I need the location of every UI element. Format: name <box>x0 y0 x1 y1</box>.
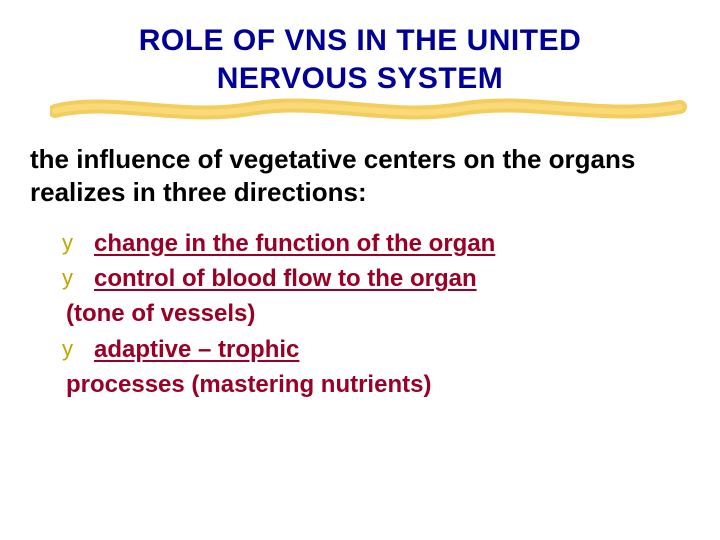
bullet-continuation: (tone of vessels) <box>66 298 690 330</box>
list-item: y change in the function of the organ <box>62 228 690 260</box>
bullet-marker-icon: y <box>62 228 84 258</box>
slide: ROLE OF VNS IN THE UNITED NERVOUS SYSTEM… <box>0 0 720 540</box>
slide-subtitle: the influence of vegetative centers on t… <box>30 143 684 210</box>
list-item: y control of blood flow to the organ <box>62 263 690 295</box>
bullet-text: adaptive – trophic <box>94 334 299 366</box>
title-line-1: ROLE OF VNS IN THE UNITED <box>139 24 582 57</box>
bullet-list: y change in the function of the organ y … <box>62 228 690 402</box>
bullet-marker-icon: y <box>62 334 84 364</box>
bullet-continuation: processes (mastering nutrients) <box>66 369 690 401</box>
bullet-text: control of blood flow to the organ <box>94 263 477 295</box>
bullet-marker-icon: y <box>62 263 84 293</box>
title-underline <box>30 91 690 131</box>
title-line-2: NERVOUS SYSTEM <box>217 62 504 95</box>
bullet-text: change in the function of the organ <box>94 228 495 260</box>
list-item: y adaptive – trophic <box>62 334 690 366</box>
slide-title: ROLE OF VNS IN THE UNITED NERVOUS SYSTEM <box>60 22 660 97</box>
